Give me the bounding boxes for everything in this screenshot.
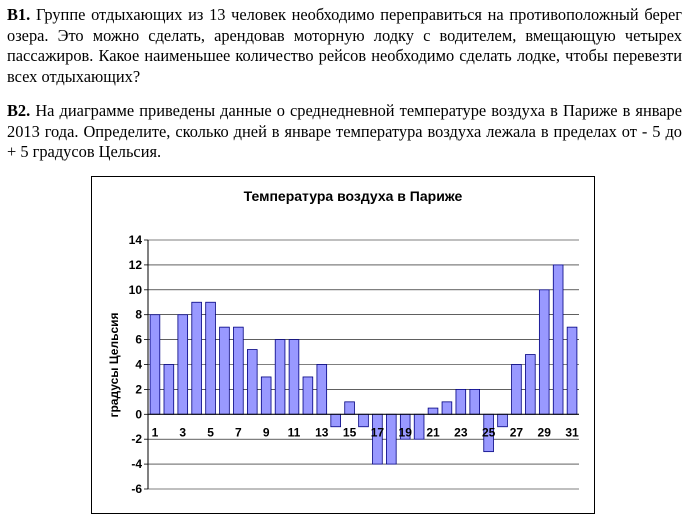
- bar: [358, 413, 369, 428]
- bar: [525, 354, 536, 415]
- bar: [538, 289, 550, 415]
- x-tick-label: 31: [565, 425, 579, 439]
- x-tick-label: 25: [482, 425, 496, 439]
- task-b2: В2. На диаграмме приведены данные о сред…: [7, 101, 682, 163]
- y-axis-label: градусы Цельсия: [107, 312, 121, 417]
- bar: [149, 314, 161, 415]
- bar: [274, 339, 286, 415]
- x-tick-label: 13: [315, 425, 329, 439]
- task-b1-text: Группе отдыхающих из 13 человек необходи…: [7, 5, 682, 86]
- y-tick-label: 8: [135, 308, 142, 322]
- x-tick-label: 17: [371, 425, 385, 439]
- bar: [205, 301, 216, 415]
- bar: [386, 413, 397, 465]
- x-tick-label: 19: [399, 425, 413, 439]
- bar: [552, 264, 564, 415]
- y-tick-label: 6: [135, 333, 142, 347]
- y-tick-label: 2: [135, 382, 142, 396]
- x-tick-label: 5: [207, 425, 214, 439]
- bar: [247, 349, 258, 415]
- bar: [427, 407, 439, 415]
- y-tick-label: -4: [131, 457, 142, 471]
- y-tick-label: 10: [129, 283, 143, 297]
- bar: [497, 413, 508, 428]
- bar: [302, 376, 314, 415]
- bar: [163, 364, 175, 415]
- x-tick-label: 7: [235, 425, 242, 439]
- temperature-chart: Температура воздуха в Париже градусы Цел…: [91, 176, 595, 514]
- bar: [177, 314, 189, 415]
- y-tick-label: 14: [129, 233, 143, 247]
- y-tick-label: -2: [131, 432, 142, 446]
- x-tick-label: 15: [343, 425, 357, 439]
- x-tick-label: 3: [179, 425, 186, 439]
- bar: [233, 326, 244, 415]
- chart-title: Температура воздуха в Париже: [244, 188, 463, 204]
- task-b2-text: На диаграмме приведены данные о среднедн…: [7, 101, 682, 161]
- x-tick-label: 21: [426, 425, 440, 439]
- task-b1-label: В1.: [7, 5, 31, 24]
- bar: [511, 364, 522, 415]
- x-tick-label: 9: [263, 425, 270, 439]
- x-tick-label: 11: [288, 425, 301, 439]
- bar: [191, 301, 202, 415]
- bar: [219, 326, 230, 415]
- y-tick-label: 12: [129, 258, 143, 272]
- y-tick-label: 0: [135, 407, 142, 421]
- bar: [566, 326, 578, 415]
- bar: [330, 413, 341, 428]
- bar: [260, 376, 272, 415]
- bar: [413, 413, 425, 440]
- x-tick-label: 27: [510, 425, 524, 439]
- task-b1: В1. Группе отдыхающих из 13 человек необ…: [7, 5, 682, 87]
- temperature-chart-svg: Температура воздуха в Париже градусы Цел…: [107, 188, 579, 496]
- bar: [469, 388, 480, 415]
- y-tick-label: -6: [131, 482, 142, 496]
- bar: [441, 401, 453, 415]
- y-tick-label: 4: [135, 358, 142, 372]
- x-tick-label: 1: [152, 425, 159, 439]
- bar: [455, 388, 467, 415]
- x-tick-label: 29: [538, 425, 552, 439]
- bar: [344, 401, 355, 415]
- bar: [288, 339, 300, 415]
- task-b2-label: В2.: [7, 101, 31, 120]
- bar: [316, 364, 328, 415]
- x-tick-label: 23: [454, 425, 468, 439]
